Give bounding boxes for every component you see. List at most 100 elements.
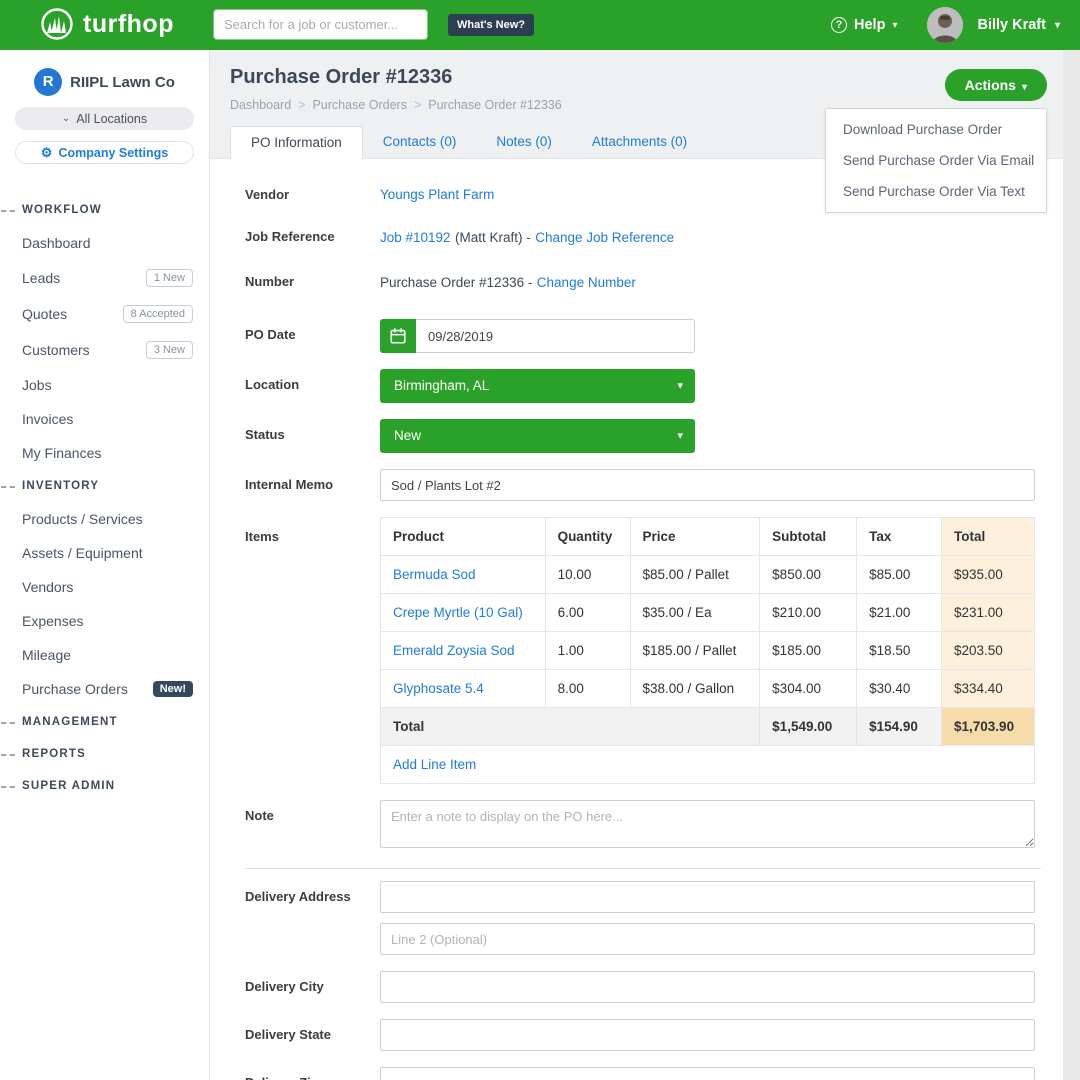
- sidebar-item-assets-equipment[interactable]: Assets / Equipment: [0, 536, 209, 570]
- sidebar-item-vendors[interactable]: Vendors: [0, 570, 209, 604]
- sidebar-item-label: Customers: [22, 342, 90, 358]
- chevron-down-icon: ▾: [1054, 19, 1060, 31]
- delivery-zip-row: Delivery Zip: [245, 1067, 1041, 1080]
- section-reports[interactable]: REPORTS: [0, 738, 209, 770]
- purchase-orders-new-badge: New!: [152, 681, 193, 697]
- status-select[interactable]: New ▾: [380, 419, 695, 453]
- change-job-reference-link[interactable]: Change Job Reference: [535, 230, 675, 245]
- grand-total-cell: $1,703.90: [941, 707, 1035, 746]
- product-link[interactable]: Bermuda Sod: [393, 567, 476, 582]
- col-quantity: Quantity: [544, 517, 631, 556]
- caret-down-icon: ▾: [677, 380, 683, 392]
- delivery-city-input[interactable]: [380, 971, 1035, 1003]
- quantity-cell: 10.00: [544, 555, 631, 594]
- vendor-link[interactable]: Youngs Plant Farm: [380, 187, 495, 202]
- table-row: Crepe Myrtle (10 Gal) 6.00 $35.00 / Ea $…: [380, 593, 1035, 632]
- subtotal-cell: $185.00: [759, 631, 858, 670]
- add-line-item-link[interactable]: Add Line Item: [393, 757, 477, 772]
- delivery-city-row: Delivery City: [245, 971, 1041, 1003]
- po-date-row: PO Date: [245, 319, 1041, 353]
- user-menu[interactable]: Billy Kraft ▾: [977, 17, 1060, 33]
- sidebar-item-quotes[interactable]: Quotes 8 Accepted: [0, 296, 209, 332]
- menu-item-send-po-email[interactable]: Send Purchase Order Via Email: [843, 153, 1035, 168]
- tab-contacts[interactable]: Contacts (0): [382, 134, 457, 149]
- location-label: Location: [245, 377, 300, 392]
- actions-button[interactable]: Actions ▾: [944, 69, 1047, 101]
- sidebar-item-invoices[interactable]: Invoices: [0, 402, 209, 436]
- delivery-zip-input[interactable]: [380, 1067, 1035, 1080]
- help-icon: ?: [831, 17, 848, 33]
- product-link[interactable]: Crepe Myrtle (10 Gal): [393, 605, 523, 620]
- whats-new-button[interactable]: What's New?: [448, 14, 535, 36]
- sidebar-item-label: My Finances: [22, 445, 102, 461]
- po-date-label: PO Date: [245, 327, 296, 342]
- status-selected-value: New: [394, 428, 422, 443]
- tab-po-information[interactable]: PO Information: [230, 126, 363, 159]
- col-price: Price: [629, 517, 761, 556]
- tab-notes[interactable]: Notes (0): [496, 134, 552, 149]
- help-menu[interactable]: ? Help ▾: [831, 17, 897, 33]
- location-select[interactable]: Birmingham, AL ▾: [380, 369, 695, 403]
- po-date-input[interactable]: [416, 319, 695, 353]
- actions-dropdown-menu: Download Purchase Order Send Purchase Or…: [825, 108, 1047, 213]
- menu-item-download-po[interactable]: Download Purchase Order: [843, 122, 1003, 137]
- total-cell: $334.40: [941, 669, 1035, 708]
- breadcrumb-purchase-orders[interactable]: Purchase Orders: [312, 98, 407, 112]
- section-workflow[interactable]: WORKFLOW: [0, 194, 209, 226]
- col-product: Product: [380, 517, 546, 556]
- note-label: Note: [245, 808, 274, 823]
- note-textarea[interactable]: [380, 800, 1035, 848]
- location-row: Location Birmingham, AL ▾: [245, 369, 1041, 403]
- delivery-address-line2-input[interactable]: [380, 923, 1035, 955]
- items-table: Product Quantity Price Subtotal Tax Tota…: [379, 517, 1035, 784]
- sidebar-item-dashboard[interactable]: Dashboard: [0, 226, 209, 260]
- calendar-button[interactable]: [380, 319, 416, 353]
- company-settings-label: Company Settings: [58, 145, 169, 160]
- items-label: Items: [245, 529, 279, 544]
- avatar[interactable]: [927, 7, 964, 43]
- section-inventory[interactable]: INVENTORY: [0, 470, 209, 502]
- sidebar-item-purchase-orders[interactable]: Purchase Orders New!: [0, 672, 209, 706]
- delivery-address-input[interactable]: [380, 881, 1035, 913]
- sidebar-item-label: Leads: [22, 270, 61, 286]
- section-management[interactable]: MANAGEMENT: [0, 706, 209, 738]
- product-link[interactable]: Emerald Zoysia Sod: [393, 643, 515, 658]
- brand-logo[interactable]: turfhop: [40, 7, 174, 41]
- all-locations-dropdown[interactable]: ⌄ All Locations: [15, 107, 194, 130]
- sidebar-item-expenses[interactable]: Expenses: [0, 604, 209, 638]
- job-link[interactable]: Job #10192: [380, 230, 451, 245]
- delivery-address-label: Delivery Address: [245, 889, 351, 904]
- delivery-state-input[interactable]: [380, 1019, 1035, 1051]
- sidebar-item-label: Quotes: [22, 306, 68, 322]
- sidebar-item-label: Products / Services: [22, 511, 143, 527]
- sidebar-item-mileage[interactable]: Mileage: [0, 638, 209, 672]
- tab-attachments[interactable]: Attachments (0): [591, 134, 688, 149]
- menu-item-send-po-text[interactable]: Send Purchase Order Via Text: [843, 184, 1025, 199]
- company-settings-button[interactable]: ⚙ Company Settings: [15, 141, 194, 164]
- delivery-city-label: Delivery City: [245, 979, 324, 994]
- sidebar-item-leads[interactable]: Leads 1 New: [0, 260, 209, 296]
- quotes-badge: 8 Accepted: [122, 305, 193, 323]
- search-input[interactable]: [213, 9, 428, 40]
- table-row: Glyphosate 5.4 8.00 $38.00 / Gallon $304…: [380, 669, 1035, 708]
- sidebar-item-jobs[interactable]: Jobs: [0, 368, 209, 402]
- sidebar-item-customers[interactable]: Customers 3 New: [0, 332, 209, 368]
- sidebar-item-label: Mileage: [22, 647, 72, 663]
- total-cell: $231.00: [941, 593, 1035, 632]
- top-navbar: turfhop What's New? ? Help ▾ Billy Kraft…: [0, 0, 1080, 50]
- col-tax: Tax: [856, 517, 943, 556]
- calendar-icon: [390, 328, 406, 344]
- change-number-link[interactable]: Change Number: [536, 275, 636, 290]
- breadcrumb-dashboard[interactable]: Dashboard: [230, 98, 292, 112]
- tax-cell: $85.00: [856, 555, 943, 594]
- sidebar-item-label: Assets / Equipment: [22, 545, 143, 561]
- internal-memo-input[interactable]: [380, 469, 1035, 501]
- product-link[interactable]: Glyphosate 5.4: [393, 681, 484, 696]
- section-super-admin[interactable]: SUPER ADMIN: [0, 770, 209, 802]
- sidebar-item-products-services[interactable]: Products / Services: [0, 502, 209, 536]
- sidebar-item-my-finances[interactable]: My Finances: [0, 436, 209, 470]
- tax-cell: $18.50: [856, 631, 943, 670]
- all-locations-label: All Locations: [76, 111, 148, 126]
- total-row-label: Total: [379, 707, 761, 746]
